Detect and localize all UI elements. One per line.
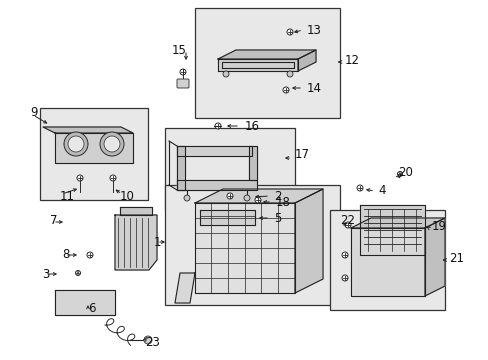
Circle shape — [397, 171, 402, 176]
Circle shape — [286, 29, 292, 35]
Polygon shape — [294, 189, 323, 293]
Circle shape — [64, 132, 88, 156]
Bar — [164, 128, 294, 210]
Bar — [164, 185, 339, 305]
Text: 9: 9 — [30, 105, 38, 118]
Text: 15: 15 — [172, 44, 186, 57]
Text: 2: 2 — [273, 189, 281, 202]
Text: 1: 1 — [154, 235, 161, 248]
Circle shape — [68, 136, 84, 152]
Circle shape — [75, 270, 81, 275]
Circle shape — [244, 195, 249, 201]
Text: 17: 17 — [294, 148, 309, 162]
Text: 12: 12 — [345, 54, 359, 67]
Circle shape — [215, 123, 221, 129]
Text: 16: 16 — [244, 120, 260, 132]
Text: 3: 3 — [42, 269, 49, 282]
Text: 19: 19 — [431, 220, 446, 233]
Text: 22: 22 — [339, 213, 354, 226]
Polygon shape — [55, 290, 115, 315]
Polygon shape — [195, 203, 294, 293]
Polygon shape — [55, 133, 133, 163]
Circle shape — [143, 336, 152, 344]
Polygon shape — [177, 146, 184, 190]
Text: 11: 11 — [60, 189, 75, 202]
Polygon shape — [195, 189, 323, 203]
Text: 18: 18 — [275, 195, 290, 208]
Circle shape — [286, 71, 292, 77]
Polygon shape — [350, 218, 444, 228]
Polygon shape — [297, 50, 315, 71]
Circle shape — [100, 132, 124, 156]
Polygon shape — [115, 215, 157, 270]
Text: 14: 14 — [306, 81, 321, 94]
Circle shape — [183, 195, 190, 201]
Circle shape — [226, 193, 232, 199]
Circle shape — [345, 222, 350, 228]
Text: 5: 5 — [273, 211, 281, 225]
Text: 4: 4 — [377, 184, 385, 197]
Bar — [40, 108, 148, 200]
Circle shape — [77, 175, 83, 181]
Circle shape — [87, 252, 93, 258]
Text: 6: 6 — [88, 302, 95, 315]
Circle shape — [283, 87, 288, 93]
FancyBboxPatch shape — [177, 79, 189, 88]
Text: 13: 13 — [306, 23, 321, 36]
Polygon shape — [43, 127, 133, 133]
Polygon shape — [177, 180, 257, 190]
Polygon shape — [359, 205, 424, 255]
Circle shape — [223, 71, 228, 77]
Polygon shape — [248, 146, 257, 180]
Polygon shape — [424, 218, 444, 296]
Circle shape — [104, 136, 120, 152]
Circle shape — [254, 197, 261, 203]
Polygon shape — [218, 59, 297, 71]
Text: 21: 21 — [448, 252, 463, 265]
Polygon shape — [200, 210, 254, 225]
Polygon shape — [350, 228, 424, 296]
Text: 10: 10 — [120, 189, 135, 202]
Circle shape — [341, 252, 347, 258]
Circle shape — [110, 175, 116, 181]
Text: 23: 23 — [145, 337, 160, 350]
Text: 7: 7 — [50, 213, 58, 226]
Bar — [329, 210, 444, 310]
Circle shape — [341, 275, 347, 281]
Circle shape — [180, 69, 185, 75]
Circle shape — [356, 185, 362, 191]
Polygon shape — [175, 273, 195, 303]
Polygon shape — [177, 146, 251, 156]
Bar — [195, 8, 339, 118]
Text: 20: 20 — [397, 166, 412, 179]
Polygon shape — [120, 207, 152, 215]
Text: 8: 8 — [62, 248, 69, 261]
Polygon shape — [218, 50, 315, 59]
